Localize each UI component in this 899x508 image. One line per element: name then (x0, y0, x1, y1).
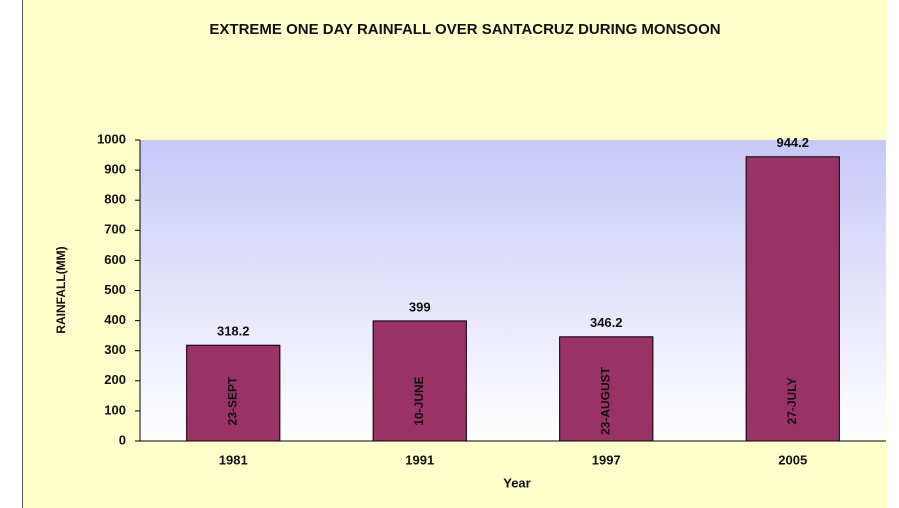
bar-annotation: 23-SEPT (225, 376, 239, 425)
y-tick-label: 800 (104, 192, 126, 207)
y-tick-label: 600 (104, 252, 126, 267)
y-tick-label: 400 (104, 312, 126, 327)
x-axis-title: Year (503, 475, 530, 490)
y-tick-label: 0 (119, 432, 126, 447)
chart-title: EXTREME ONE DAY RAINFALL OVER SANTACRUZ … (209, 21, 721, 38)
data-label: 318.2 (217, 324, 250, 339)
x-tick-label: 1991 (405, 452, 434, 467)
data-label: 399 (409, 299, 431, 314)
bar (372, 320, 467, 442)
y-tick-label: 300 (104, 342, 126, 357)
bar-annotation: 27-JULY (785, 378, 799, 425)
x-tick-label: 2005 (778, 452, 807, 467)
y-tick-label: 200 (104, 372, 126, 387)
x-tick-label: 1997 (592, 452, 621, 467)
y-tick-label: 700 (104, 222, 126, 237)
y-tick-label: 100 (104, 402, 126, 417)
bar-annotation: 10-JUNE (412, 376, 426, 425)
x-tick-label: 1981 (219, 452, 248, 467)
y-axis-title: RAINFALL(MM) (54, 246, 68, 333)
bar (745, 156, 840, 442)
data-label: 944.2 (776, 135, 809, 150)
bar (186, 344, 281, 442)
bar-annotation: 23-AUGUST (598, 366, 612, 435)
y-tick-label: 1000 (97, 131, 126, 146)
y-tick-label: 900 (104, 162, 126, 177)
data-label: 346.2 (590, 315, 623, 330)
bar (559, 336, 654, 442)
y-tick-label: 500 (104, 282, 126, 297)
